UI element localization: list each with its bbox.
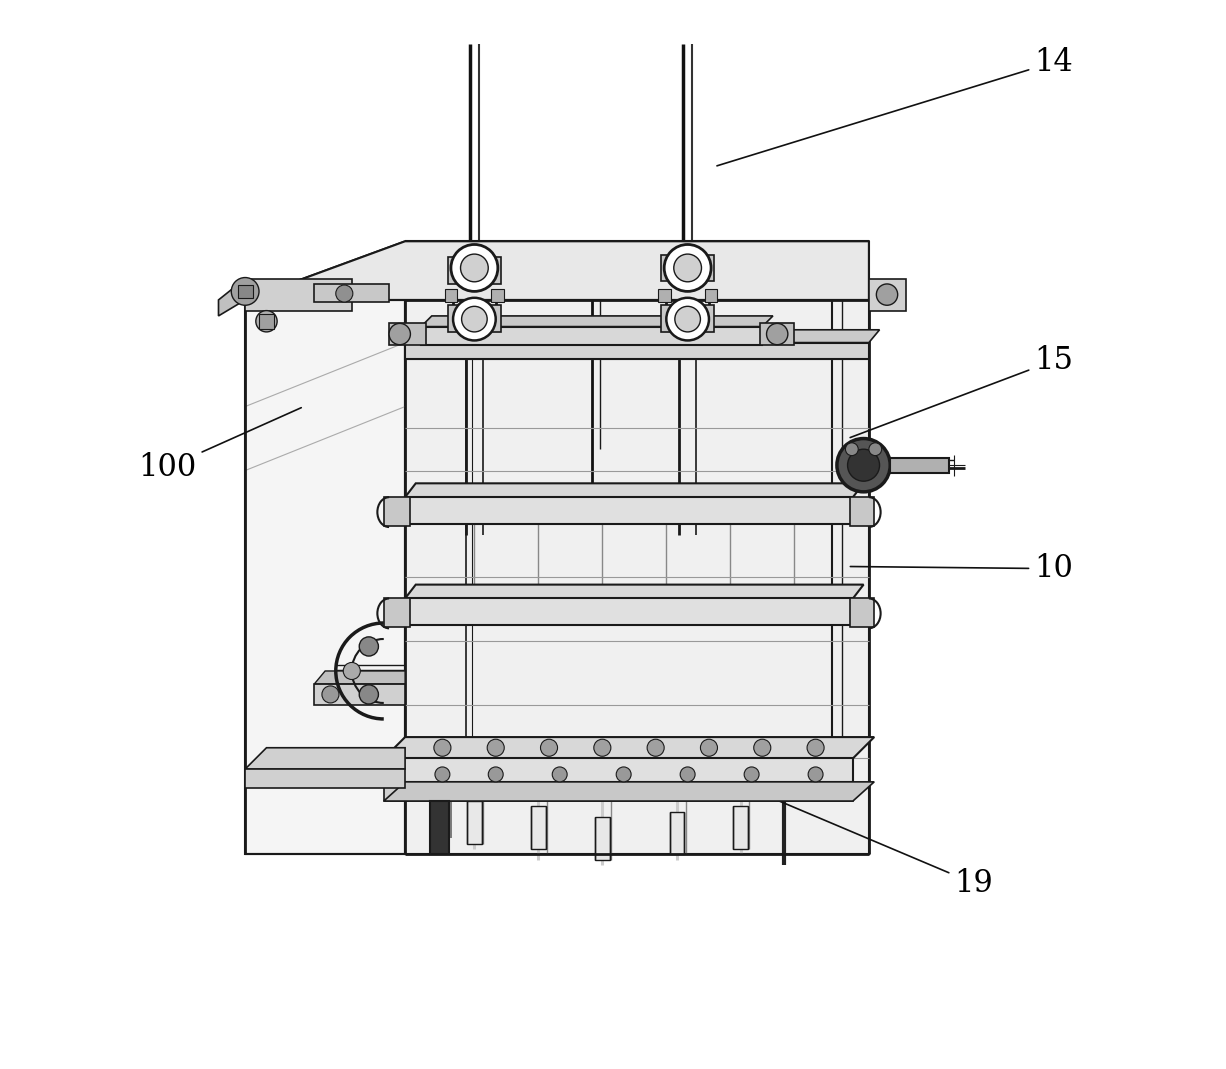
Text: 14: 14 xyxy=(717,47,1073,166)
Circle shape xyxy=(336,285,353,303)
Bar xyxy=(595,817,609,859)
Circle shape xyxy=(343,663,360,680)
Polygon shape xyxy=(405,585,863,599)
Polygon shape xyxy=(314,671,405,684)
Bar xyxy=(890,458,949,472)
Circle shape xyxy=(359,685,379,704)
Bar xyxy=(238,285,253,298)
Circle shape xyxy=(454,298,495,340)
Polygon shape xyxy=(447,258,501,284)
Circle shape xyxy=(541,740,558,756)
Polygon shape xyxy=(245,242,869,300)
Circle shape xyxy=(435,766,450,781)
Circle shape xyxy=(232,278,259,306)
Bar xyxy=(429,801,449,854)
Circle shape xyxy=(461,254,488,282)
Text: 100: 100 xyxy=(139,407,302,483)
Circle shape xyxy=(869,443,881,455)
Circle shape xyxy=(766,324,788,344)
Circle shape xyxy=(847,449,879,481)
Polygon shape xyxy=(445,290,457,303)
Circle shape xyxy=(487,740,504,756)
Circle shape xyxy=(593,740,611,756)
Polygon shape xyxy=(245,747,405,769)
Polygon shape xyxy=(218,279,245,316)
Bar xyxy=(259,314,273,329)
Polygon shape xyxy=(384,781,874,801)
Circle shape xyxy=(256,311,277,331)
Polygon shape xyxy=(245,300,405,854)
Polygon shape xyxy=(384,599,411,628)
Polygon shape xyxy=(245,279,352,311)
Polygon shape xyxy=(405,483,863,497)
Circle shape xyxy=(451,245,498,292)
Circle shape xyxy=(744,766,759,781)
Bar xyxy=(245,769,405,788)
Circle shape xyxy=(674,254,701,282)
Text: 15: 15 xyxy=(850,345,1073,437)
Bar xyxy=(384,758,853,781)
Polygon shape xyxy=(760,324,794,344)
Bar xyxy=(669,811,684,854)
Polygon shape xyxy=(421,327,763,344)
Bar xyxy=(467,801,482,843)
Circle shape xyxy=(666,298,709,340)
Bar xyxy=(405,599,853,625)
Polygon shape xyxy=(661,255,715,281)
Circle shape xyxy=(877,284,897,306)
Polygon shape xyxy=(705,290,717,303)
Circle shape xyxy=(389,324,411,344)
Circle shape xyxy=(488,766,503,781)
Polygon shape xyxy=(492,290,504,303)
Circle shape xyxy=(846,443,858,455)
Circle shape xyxy=(617,766,631,781)
Polygon shape xyxy=(447,306,501,331)
Polygon shape xyxy=(661,306,715,331)
Circle shape xyxy=(837,438,890,492)
Bar xyxy=(531,806,546,849)
Text: 19: 19 xyxy=(706,770,993,899)
Circle shape xyxy=(807,740,824,756)
Circle shape xyxy=(462,307,487,331)
Polygon shape xyxy=(245,247,869,300)
Circle shape xyxy=(359,637,379,656)
Circle shape xyxy=(754,740,771,756)
Circle shape xyxy=(552,766,568,781)
Polygon shape xyxy=(314,284,389,303)
Polygon shape xyxy=(405,329,879,342)
Circle shape xyxy=(647,740,664,756)
Polygon shape xyxy=(384,738,874,758)
Polygon shape xyxy=(384,497,411,526)
Circle shape xyxy=(434,740,451,756)
Text: 10: 10 xyxy=(851,553,1073,584)
Bar xyxy=(405,497,853,524)
Bar xyxy=(384,781,853,801)
Polygon shape xyxy=(389,324,427,344)
Polygon shape xyxy=(421,316,772,327)
Polygon shape xyxy=(850,497,874,526)
Circle shape xyxy=(808,766,823,781)
Circle shape xyxy=(700,740,717,756)
Circle shape xyxy=(664,245,711,292)
Circle shape xyxy=(680,766,695,781)
Circle shape xyxy=(674,307,700,331)
Bar xyxy=(733,806,748,849)
Polygon shape xyxy=(405,342,869,358)
Polygon shape xyxy=(658,290,671,303)
Circle shape xyxy=(322,686,338,703)
Polygon shape xyxy=(314,684,405,706)
Polygon shape xyxy=(850,599,874,628)
Bar xyxy=(405,300,869,854)
Polygon shape xyxy=(869,279,906,311)
